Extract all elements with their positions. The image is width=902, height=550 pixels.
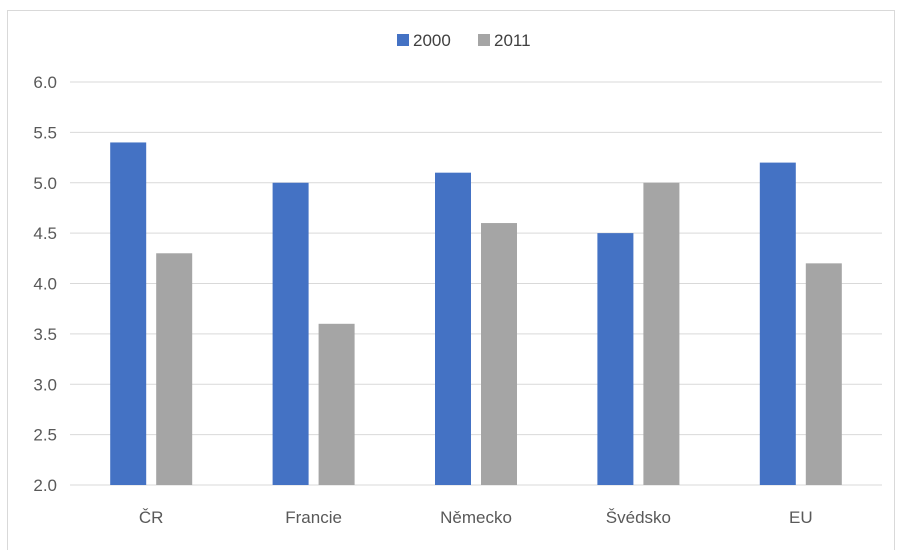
bar-2011-3 [643,182,680,485]
bar-2011-1 [318,323,355,485]
y-axis: 2.0 2.5 3.0 3.5 4.0 4.5 5.0 5.5 6.0 [33,73,57,495]
bar-2011-4 [805,263,842,485]
legend-label-2011: 2011 [494,31,531,50]
x-axis: ČR Francie Německo Švédsko EU [139,508,813,527]
gridlines [70,81,882,486]
bar-2011-2 [481,223,517,486]
y-tick-label: 3.5 [33,325,57,344]
bar-2000-0 [110,142,147,485]
bar-2000-2 [435,172,471,486]
legend-swatch-2000 [397,34,409,46]
bar-2000-1 [272,182,309,485]
chart-area [7,10,895,550]
bar-chart: 2.0 2.5 3.0 3.5 4.0 4.5 5.0 5.5 6.0 ČR Francie Něm… [33,31,882,527]
y-tick-label: 4.5 [33,224,57,243]
y-tick-label: 6.0 [33,73,57,92]
legend-swatch-2011 [478,34,490,46]
y-tick-label: 5.5 [33,123,57,142]
bar-2000-3 [597,233,634,485]
y-tick-label: 5.0 [33,174,57,193]
x-tick-label: Francie [285,508,342,527]
y-tick-label: 2.0 [33,476,57,495]
y-tick-label: 2.5 [33,426,57,445]
bar-2000-4 [759,162,796,485]
x-tick-label: ČR [139,508,164,527]
y-tick-label: 3.0 [33,375,57,394]
y-tick-label: 4.0 [33,275,57,294]
bars [110,142,842,486]
x-tick-label: EU [789,508,813,527]
bar-2011-0 [156,253,193,485]
x-tick-label: Německo [440,508,512,527]
legend: 2000 2011 [397,31,531,50]
x-tick-label: Švédsko [606,508,671,527]
legend-label-2000: 2000 [413,31,451,50]
